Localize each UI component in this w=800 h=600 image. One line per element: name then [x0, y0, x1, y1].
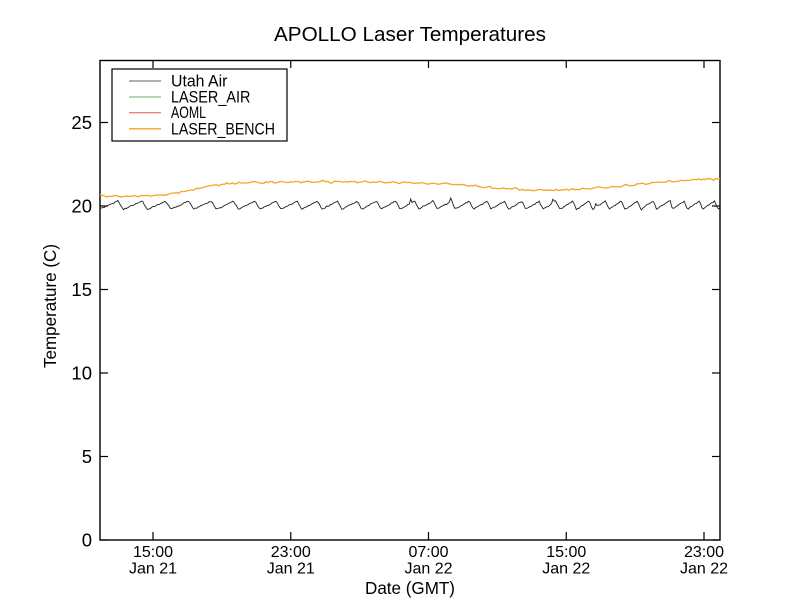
svg-text:Jan 22: Jan 22	[542, 561, 590, 578]
svg-text:10: 10	[71, 363, 92, 384]
svg-text:20: 20	[71, 196, 92, 217]
svg-text:Temperature (C): Temperature (C)	[40, 244, 60, 368]
svg-text:LASER_BENCH: LASER_BENCH	[171, 120, 275, 138]
svg-text:25: 25	[71, 112, 92, 133]
svg-text:Jan 22: Jan 22	[404, 561, 452, 578]
svg-text:23:00: 23:00	[271, 544, 311, 561]
svg-text:07:00: 07:00	[408, 544, 448, 561]
svg-text:5: 5	[82, 446, 92, 467]
svg-text:Jan 21: Jan 21	[129, 561, 177, 578]
svg-text:0: 0	[82, 530, 92, 551]
svg-text:APOLLO Laser Temperatures: APOLLO Laser Temperatures	[274, 23, 546, 46]
svg-text:15:00: 15:00	[133, 544, 173, 561]
svg-text:Jan 21: Jan 21	[267, 561, 315, 578]
svg-text:Jan 22: Jan 22	[680, 561, 728, 578]
svg-text:23:00: 23:00	[684, 544, 724, 561]
svg-text:Date (GMT): Date (GMT)	[365, 578, 455, 598]
svg-text:15: 15	[71, 279, 92, 300]
svg-text:15:00: 15:00	[546, 544, 586, 561]
